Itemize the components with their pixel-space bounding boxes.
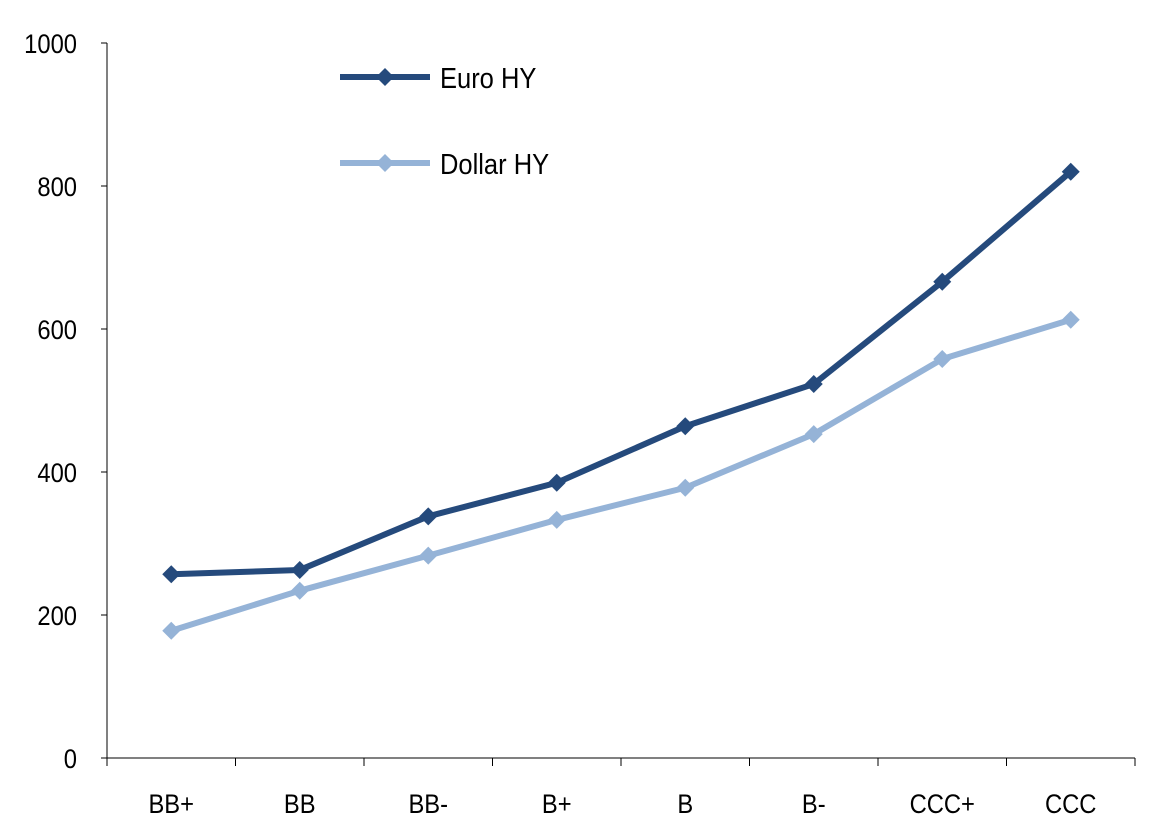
- data-point-marker: [1061, 162, 1080, 181]
- data-point-marker: [676, 478, 695, 497]
- x-tick-label: B+: [542, 790, 572, 820]
- data-point-marker: [804, 375, 823, 394]
- series-dollar-hy: [162, 310, 1080, 640]
- legend-item: Dollar HY: [340, 147, 549, 180]
- y-tick-label: 400: [37, 459, 77, 489]
- data-point-marker: [419, 507, 438, 526]
- y-tick-label: 800: [37, 173, 77, 203]
- data-point-marker: [676, 417, 695, 436]
- data-point-marker: [290, 560, 309, 579]
- series-line: [170, 316, 1072, 634]
- data-point-marker: [1061, 310, 1080, 329]
- series-group: [162, 162, 1080, 640]
- legend: Euro HY Dollar HY: [340, 61, 549, 180]
- legend-label: Euro HY: [440, 61, 536, 94]
- y-tick-label: 600: [37, 316, 77, 346]
- y-tick-label: 1000: [24, 30, 77, 60]
- series-line: [171, 169, 1073, 578]
- data-point-marker: [290, 581, 309, 600]
- legend-marker: [376, 68, 394, 86]
- data-point-marker: [933, 272, 952, 291]
- data-point-marker: [162, 565, 181, 584]
- x-tick-label: B-: [802, 790, 826, 820]
- legend-label: Dollar HY: [440, 147, 549, 180]
- x-tick-label: BB: [284, 790, 316, 820]
- data-point-marker: [933, 350, 952, 369]
- x-tick-label: CCC+: [910, 790, 975, 820]
- data-point-marker: [547, 473, 566, 492]
- y-tick-label: 200: [37, 602, 77, 632]
- legend-marker: [376, 154, 394, 172]
- data-point-marker: [419, 546, 438, 565]
- data-point-marker: [547, 510, 566, 529]
- data-point-marker: [804, 425, 823, 444]
- x-tick-label: B: [677, 790, 693, 820]
- legend-item: Euro HY: [340, 61, 536, 94]
- data-point-marker: [162, 621, 181, 640]
- y-tick-label: 0: [64, 745, 77, 775]
- x-tick-label: BB+: [148, 790, 194, 820]
- series-euro-hy: [162, 162, 1080, 584]
- x-tick-label: BB-: [408, 790, 448, 820]
- x-tick-label: CCC: [1045, 790, 1096, 820]
